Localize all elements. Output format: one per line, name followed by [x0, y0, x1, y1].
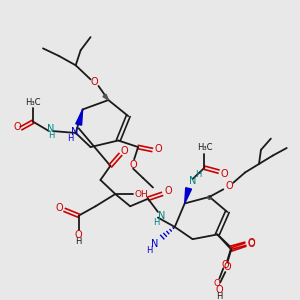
Text: O: O: [214, 279, 221, 288]
Text: O: O: [75, 230, 82, 240]
Text: H: H: [153, 218, 159, 227]
Text: O: O: [221, 260, 229, 269]
Polygon shape: [185, 188, 191, 203]
Text: N: N: [189, 176, 196, 186]
Text: O: O: [154, 144, 162, 154]
Text: O: O: [224, 262, 231, 272]
Text: N: N: [158, 211, 166, 221]
Text: H: H: [76, 238, 82, 247]
Text: N: N: [71, 127, 78, 137]
Text: O: O: [247, 238, 255, 248]
Text: N: N: [151, 239, 159, 249]
Polygon shape: [76, 110, 83, 125]
Text: O: O: [164, 186, 172, 196]
Text: H: H: [48, 131, 54, 140]
Text: O: O: [14, 122, 21, 132]
Text: O: O: [220, 169, 228, 179]
Text: O: O: [129, 160, 137, 170]
Text: H: H: [68, 134, 74, 143]
Text: O: O: [120, 146, 128, 156]
Text: H: H: [216, 292, 223, 300]
Text: H: H: [146, 246, 152, 255]
Text: H₃C: H₃C: [197, 143, 212, 152]
Text: O: O: [215, 285, 223, 295]
Text: H: H: [195, 170, 202, 179]
Text: O: O: [247, 239, 255, 249]
Text: H₃C: H₃C: [25, 98, 41, 107]
Text: N: N: [47, 124, 55, 134]
Text: OH: OH: [134, 190, 148, 199]
Text: O: O: [91, 77, 98, 87]
Text: O: O: [55, 203, 63, 213]
Text: O: O: [225, 181, 233, 190]
Polygon shape: [103, 94, 108, 100]
